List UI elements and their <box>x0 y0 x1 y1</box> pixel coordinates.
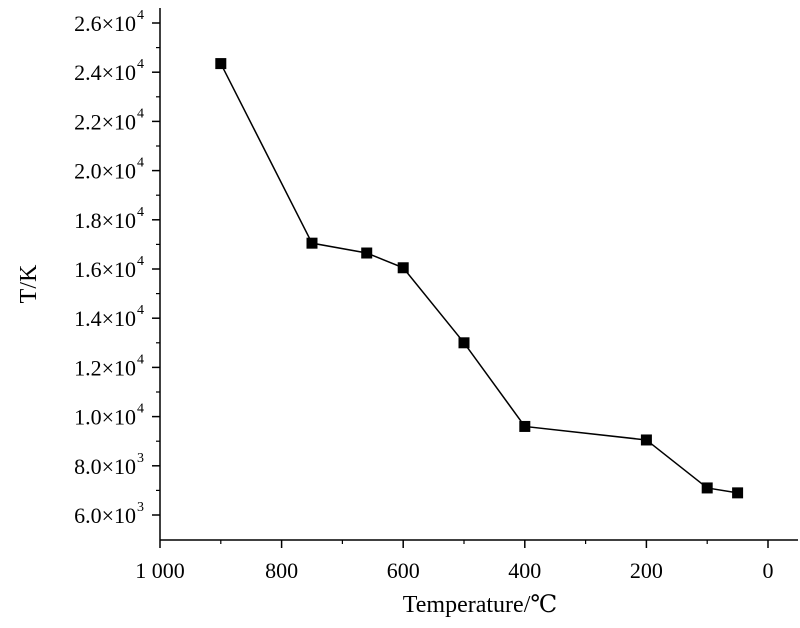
y-tick-label: 1.4×10 <box>74 306 136 331</box>
y-tick-label: 6.0×10 <box>74 503 136 528</box>
y-tick-exponent: 3 <box>137 451 144 466</box>
x-axis-title: Temperature/℃ <box>403 592 557 618</box>
data-point <box>361 247 373 259</box>
y-tick-exponent: 4 <box>137 352 144 367</box>
y-tick-label: 2.0×10 <box>74 159 136 184</box>
y-tick-label: 1.0×10 <box>74 405 136 430</box>
data-point <box>215 58 227 70</box>
data-point <box>519 420 531 432</box>
x-tick-label: 200 <box>630 558 663 583</box>
data-point <box>640 434 652 446</box>
y-tick-label: 1.6×10 <box>74 257 136 282</box>
y-tick-label: 1.8×10 <box>74 208 136 233</box>
x-tick-label: 400 <box>508 558 541 583</box>
y-tick-exponent: 4 <box>137 156 144 171</box>
y-tick-exponent: 4 <box>137 402 144 417</box>
y-tick-label: 2.4×10 <box>74 60 136 85</box>
y-tick-exponent: 4 <box>137 57 144 72</box>
y-tick-label: 8.0×10 <box>74 454 136 479</box>
y-tick-label: 1.2×10 <box>74 355 136 380</box>
axes <box>159 8 798 541</box>
series-line <box>220 63 738 494</box>
y-tick-exponent: 4 <box>137 303 144 318</box>
y-tick-exponent: 4 <box>137 8 144 23</box>
y-axis-title: T/K <box>16 264 42 303</box>
x-tick-label: 1 000 <box>135 558 185 583</box>
y-tick-exponent: 4 <box>137 205 144 220</box>
y-tick-label: 2.6×10 <box>74 11 136 36</box>
series <box>215 58 744 499</box>
data-point <box>458 337 470 349</box>
ticks: 1 000 800 600 400 200 06.0×10 38.0×10 31.0×10 41… <box>74 8 773 583</box>
y-tick-label: 2.2×10 <box>74 109 136 134</box>
x-tick-label: 800 <box>265 558 298 583</box>
y-tick-exponent: 4 <box>137 106 144 121</box>
data-point <box>732 487 744 499</box>
y-tick-exponent: 4 <box>137 254 144 269</box>
y-tick-exponent: 3 <box>137 500 144 515</box>
x-tick-label: 0 <box>763 558 774 583</box>
x-tick-label: 600 <box>387 558 420 583</box>
data-point <box>701 482 713 494</box>
data-point <box>397 262 409 274</box>
data-point <box>306 237 318 249</box>
